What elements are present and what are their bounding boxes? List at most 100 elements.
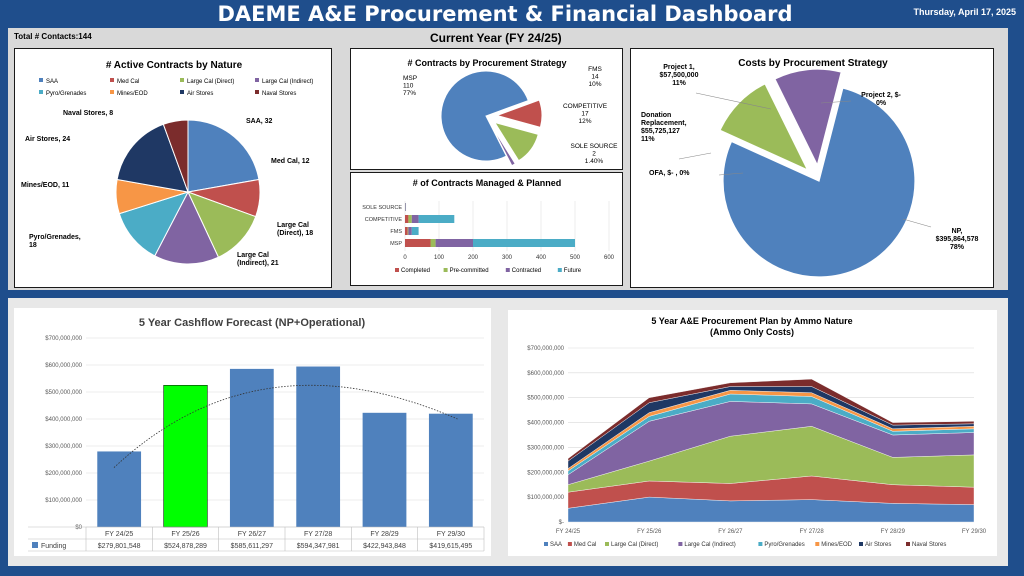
leader-line xyxy=(902,218,932,228)
legend-swatch xyxy=(395,268,399,272)
contracts-strategy-panel: # Contracts by Procurement Strategy MSP 11… xyxy=(350,48,623,170)
cashflow-chart: 5 Year Cashflow Forecast (NP+Operational… xyxy=(28,317,485,552)
y-tick-label: $300,000,000 xyxy=(527,445,564,451)
costs-strategy-chart: Costs by Procurement StrategyFY 25/26NP,… xyxy=(641,58,979,278)
legend-entry: Med Cal xyxy=(117,79,139,85)
pie-data-label: OFA, $- , 0% xyxy=(649,170,690,177)
pie-slice xyxy=(162,119,189,193)
x-tick-label: FY 28/29 xyxy=(370,531,398,538)
legend-swatch xyxy=(443,268,448,272)
cashflow-panel: 5 Year Cashflow Forecast (NP+Operational… xyxy=(14,308,491,556)
pie-data-label: SAA, 32 xyxy=(246,118,273,125)
leader-line xyxy=(695,92,772,110)
chart-title: 5 Year Cashflow Forecast (NP+Operational… xyxy=(139,317,366,329)
legend-entry: Large Cal (Direct) xyxy=(187,79,234,85)
legend-swatch xyxy=(906,542,910,546)
y-tick-label: $700,000,000 xyxy=(527,346,564,352)
y-tick-label: $600,000,000 xyxy=(45,363,82,369)
legend-entry: Naval Stores xyxy=(262,91,296,97)
y-tick-label: $- xyxy=(559,520,564,526)
pie-data-label: Naval Stores, 8 xyxy=(63,110,113,117)
legend-swatch xyxy=(567,542,572,546)
pie-slice xyxy=(774,68,842,167)
chart-title: # of Contracts Managed & Planned xyxy=(413,178,562,188)
table-value: $422,943,848 xyxy=(363,543,406,550)
x-tick-label: 600 xyxy=(604,255,615,261)
pie-data-label: Air Stores, 24 xyxy=(25,136,70,143)
pie-data-label: SOLE SOURCE 2 1.40% xyxy=(571,143,619,165)
bar xyxy=(411,215,419,223)
pie-slice xyxy=(116,123,189,193)
y-tick-label: $100,000,000 xyxy=(45,498,82,504)
legend-entry: Pyro/Grenades xyxy=(46,91,86,97)
total-contacts: Total # Contacts:144 xyxy=(14,32,92,41)
active-contracts-chart: # Active Contracts by Nature SAA Med Cal La… xyxy=(21,60,313,267)
x-tick-label: FY 29/30 xyxy=(962,529,987,535)
current-year-label: Current Year (FY 24/25) xyxy=(430,31,562,45)
y-tick-label: MSP xyxy=(390,241,402,247)
pie-data-label: Pyro/Grenades, 18 xyxy=(29,234,81,249)
pie-data-label: COMPETITIVE 17 12% xyxy=(563,103,608,125)
managed-planned-chart: # of Contracts Managed & Planned 0 100 200 3… xyxy=(362,178,615,274)
x-tick-label: 400 xyxy=(536,255,547,261)
pie-data-label: MSP 110 77% xyxy=(403,75,417,97)
x-tick-label: 300 xyxy=(502,255,513,261)
bar xyxy=(430,239,436,247)
bar xyxy=(229,368,274,527)
bar xyxy=(405,215,409,223)
pie-slice xyxy=(722,87,916,278)
dashboard-title: DAEME A&E Procurement & Financial Dashbo… xyxy=(217,2,793,26)
x-tick-label: FY 25/26 xyxy=(171,531,199,538)
pie-data-label: Donation Replacement, $55,725,127 11% xyxy=(641,112,687,143)
legend-entry: Air Stores xyxy=(865,542,891,548)
procurement-plan-chart: 5 Year A&E Procurement Plan by Ammo Natu… xyxy=(527,316,987,548)
bar xyxy=(296,366,341,527)
x-tick-label: FY 27/28 xyxy=(304,531,332,538)
legend-swatch xyxy=(110,90,114,94)
x-tick-label: 500 xyxy=(570,255,581,261)
pie-slice xyxy=(719,82,809,172)
chart-subtitle: (Ammo Only Costs) xyxy=(710,327,794,337)
legend-swatch xyxy=(557,268,562,272)
legend-swatch xyxy=(180,78,184,82)
legend-entry: SAA xyxy=(46,79,58,85)
x-tick-label: FY 25/26 xyxy=(637,529,662,535)
x-tick-label: FY 24/25 xyxy=(556,529,581,535)
bar xyxy=(435,239,473,247)
y-tick-label: $500,000,000 xyxy=(45,390,82,396)
y-tick-label: $300,000,000 xyxy=(45,444,82,450)
y-tick-label: $0 xyxy=(75,525,82,531)
procurement-plan-panel: 5 Year A&E Procurement Plan by Ammo Natu… xyxy=(508,310,997,556)
bar xyxy=(163,385,208,528)
pie-slice xyxy=(490,125,516,167)
legend-swatch xyxy=(32,542,38,548)
table-value: $594,347,981 xyxy=(297,543,340,550)
pie-data-label: Mines/EOD, 11 xyxy=(21,182,69,189)
chart-title: 5 Year A&E Procurement Plan by Ammo Natu… xyxy=(651,316,852,326)
legend-swatch xyxy=(180,90,184,94)
pie-data-label: Large Cal (Indirect), 21 xyxy=(237,252,279,267)
x-tick-label: FY 27/28 xyxy=(799,529,824,535)
y-tick-label: $200,000,000 xyxy=(527,470,564,476)
y-tick-label: $100,000,000 xyxy=(527,495,564,501)
bar xyxy=(407,227,409,235)
y-tick-label: $700,000,000 xyxy=(45,336,82,342)
legend-entry: Med Cal xyxy=(574,542,596,548)
y-tick-label: $500,000,000 xyxy=(527,396,564,402)
legend-entry: Future xyxy=(564,268,582,274)
managed-planned-panel: # of Contracts Managed & Planned 0 100 200 3… xyxy=(350,172,623,286)
legend-swatch xyxy=(39,78,43,82)
bar xyxy=(362,412,407,527)
pie-data-label: Large Cal (Direct), 18 xyxy=(277,222,313,237)
pie-slice xyxy=(495,99,543,128)
bar xyxy=(97,451,142,527)
legend-swatch xyxy=(605,542,609,546)
x-tick-label: 200 xyxy=(468,255,479,261)
x-tick-label: FY 29/30 xyxy=(437,531,465,538)
costs-strategy-panel: Costs by Procurement StrategyFY 25/26NP,… xyxy=(630,48,994,288)
bar xyxy=(473,239,575,247)
legend-entry: Large Cal (Indirect) xyxy=(684,542,735,548)
y-tick-label: $400,000,000 xyxy=(45,417,82,423)
x-tick-label: FY 28/29 xyxy=(881,529,906,535)
bar xyxy=(408,227,412,235)
